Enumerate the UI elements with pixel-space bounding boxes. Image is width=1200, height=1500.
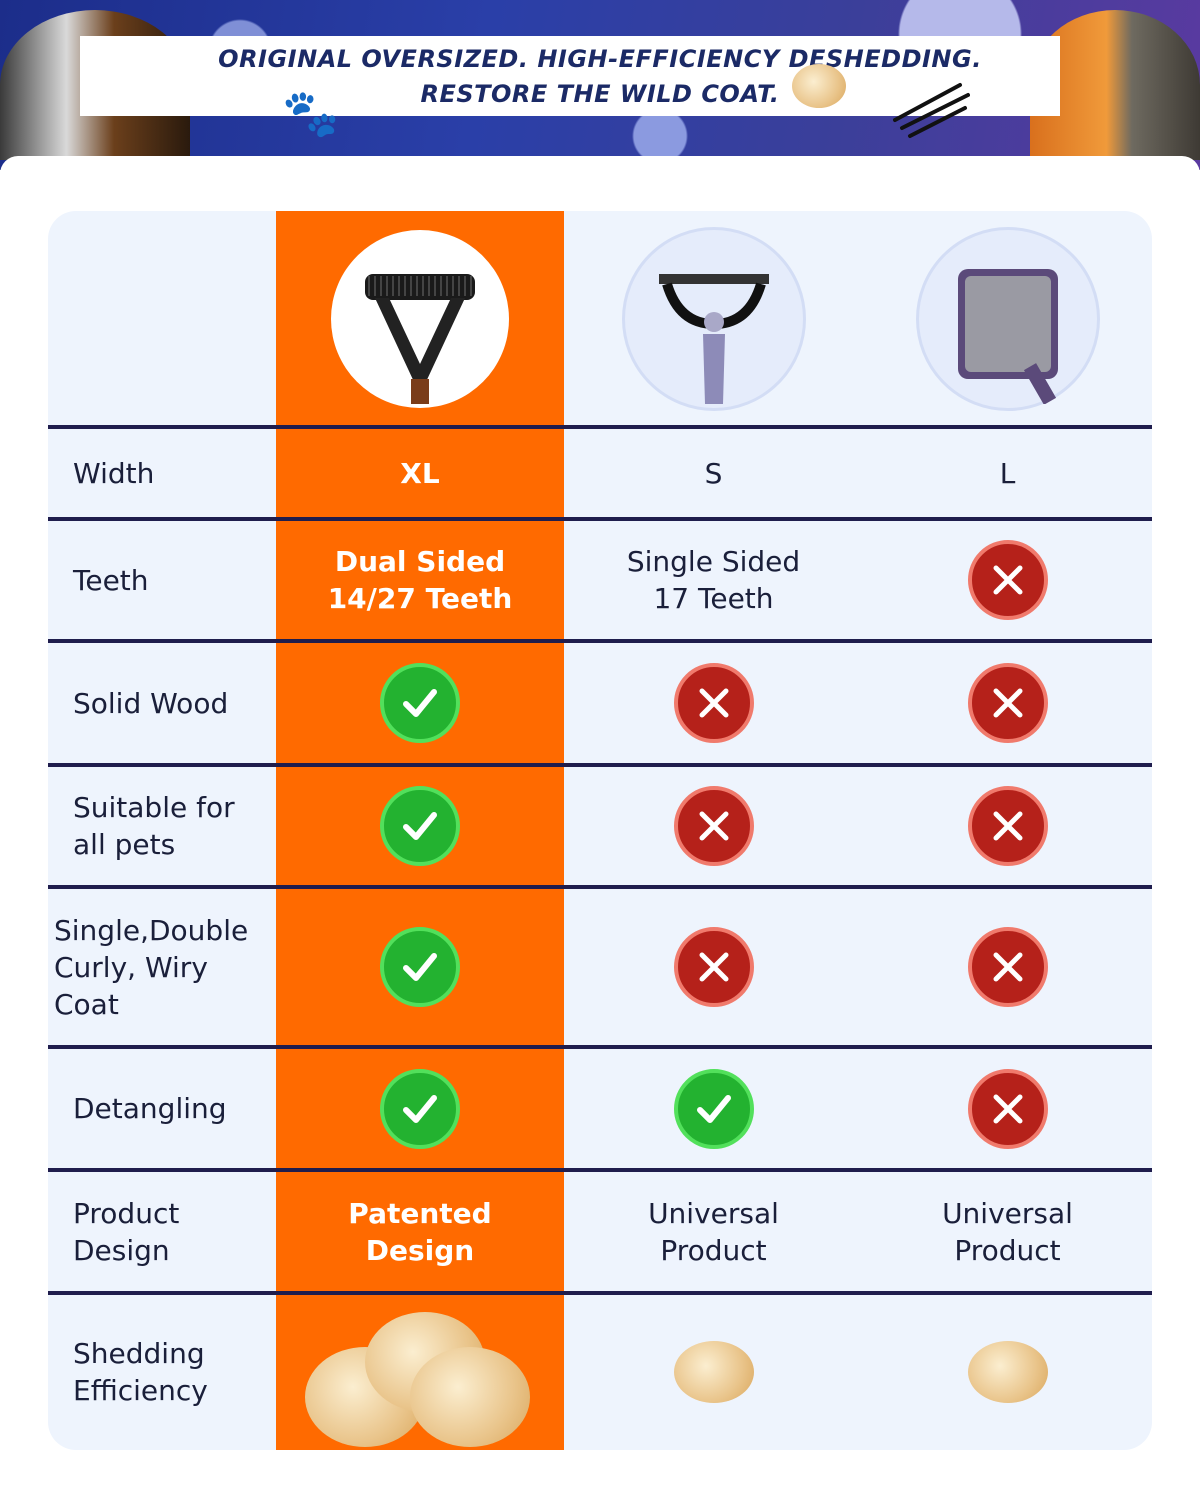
table-cell (276, 641, 564, 765)
cross-icon (967, 927, 1048, 1007)
row-label: Solid Wood (73, 686, 229, 720)
banner-strip (80, 36, 1060, 116)
product-image-cell (564, 211, 863, 427)
cross-icon (967, 786, 1048, 866)
product-image-cell (276, 211, 564, 427)
banner-line-2: RESTORE THE WILD COAT. (420, 80, 780, 108)
check-icon (673, 1068, 754, 1149)
table-cell (564, 1047, 863, 1170)
row-label: Width (73, 456, 155, 490)
row-divider (48, 1045, 1152, 1049)
row-divider (48, 885, 1152, 889)
row-label: Teeth (73, 563, 149, 597)
comparison-table: Width XL S L Teeth Dual Sided 14/27 Teeth Sing… (48, 211, 1152, 1450)
row-divider (48, 763, 1152, 767)
check-icon (380, 1068, 460, 1149)
fur-ball-small-icon (967, 1340, 1048, 1403)
check-icon (380, 927, 460, 1007)
table-cell (276, 1293, 564, 1450)
table-cell: Dual Sided 14/27 Teeth (327, 545, 513, 615)
paw-print-icon: 🐾 (282, 86, 340, 140)
row-divider (48, 1291, 1152, 1295)
table-cell (863, 641, 1152, 765)
table-cell: Universal Product (942, 1196, 1073, 1267)
fur-ball-small-icon (673, 1340, 754, 1403)
table-cell (863, 1047, 1152, 1170)
product-image-cell (863, 211, 1152, 427)
row-divider (48, 425, 1152, 429)
check-icon (380, 663, 460, 743)
row-label: Product Design (73, 1196, 180, 1267)
fur-pile-large-icon (305, 1307, 535, 1447)
table-cell (564, 887, 863, 1047)
row-divider (48, 1168, 1152, 1172)
slicker-brush-image (915, 227, 1100, 411)
table-cell: S (704, 456, 723, 490)
table-cell (564, 641, 863, 765)
row-label: Suitable for all pets (73, 791, 235, 861)
fur-ball-icon (410, 1346, 530, 1447)
row-divider (48, 639, 1152, 643)
table-cell (863, 765, 1152, 887)
cross-icon (673, 663, 754, 743)
check-icon (380, 786, 460, 866)
row-divider (48, 517, 1152, 521)
table-cell: Universal Product (648, 1196, 779, 1267)
cross-icon (673, 786, 754, 866)
table-cell (564, 1293, 863, 1450)
table-cell (564, 765, 863, 887)
row-label: Detangling (73, 1092, 227, 1125)
row-label: Single,Double Curly, Wiry Coat (54, 913, 249, 1021)
table-cell: XL (400, 456, 440, 490)
table-cell (276, 1047, 564, 1170)
row-label: Shedding Efficiency (73, 1336, 208, 1407)
cross-icon (967, 1068, 1048, 1149)
cross-icon (967, 663, 1048, 743)
table-cell: Patented Design (348, 1196, 492, 1267)
table-cell (863, 1293, 1152, 1450)
claw-marks-icon (893, 83, 970, 138)
table-cell (276, 765, 564, 887)
table-cell: L (999, 456, 1016, 490)
cross-icon (673, 927, 754, 1007)
single-head-deshedder-image (621, 227, 806, 411)
cross-icon (967, 540, 1048, 620)
table-cell (863, 887, 1152, 1047)
table-cell (863, 519, 1152, 641)
banner: ORIGINAL OVERSIZED. HIGH-EFFICIENCY DESH… (0, 0, 1200, 170)
table-cell (276, 887, 564, 1047)
fur-ball-icon (792, 64, 846, 108)
dual-head-deshedder-image (331, 230, 509, 408)
table-cell: Single Sided 17 Teeth (626, 545, 801, 615)
banner-line-1: ORIGINAL OVERSIZED. HIGH-EFFICIENCY DESH… (218, 45, 982, 73)
